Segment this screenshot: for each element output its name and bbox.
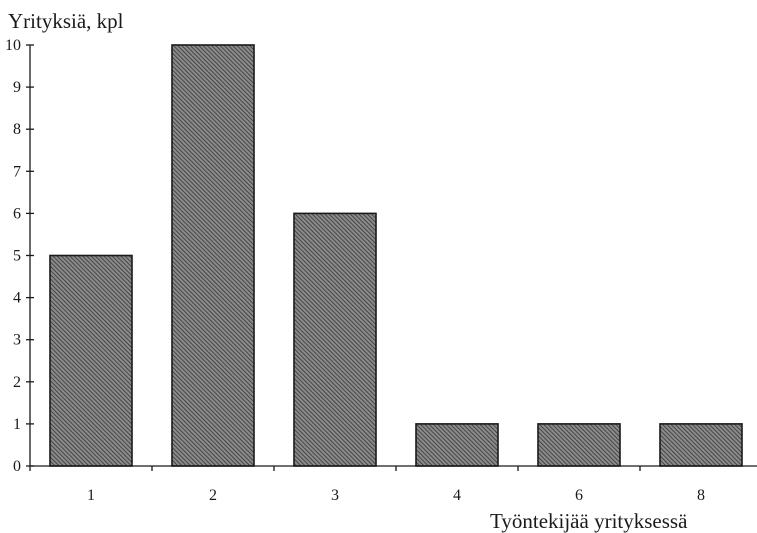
bar-6 xyxy=(537,423,621,467)
y-tick-label: 10 xyxy=(5,37,21,54)
bar-4 xyxy=(415,423,499,467)
x-tick-label: 1 xyxy=(87,487,95,504)
x-tick-label: 3 xyxy=(331,487,339,504)
y-tick-label: 7 xyxy=(13,163,21,180)
y-tick-label: 5 xyxy=(13,248,21,265)
y-axis-title: Yrityksiä, kpl xyxy=(8,9,124,33)
y-tick-label: 8 xyxy=(13,121,21,138)
y-tick-label: 6 xyxy=(13,205,21,222)
y-tick-label: 1 xyxy=(13,416,21,433)
x-tick-label: 6 xyxy=(575,487,583,504)
y-tick-label: 4 xyxy=(13,290,21,307)
x-tick-label: 8 xyxy=(697,487,705,504)
y-tick-label: 2 xyxy=(13,374,21,391)
bar-3 xyxy=(293,212,377,467)
bar-2 xyxy=(171,44,255,467)
y-tick-label: 0 xyxy=(13,458,21,475)
bar-8 xyxy=(659,423,743,467)
bars-group xyxy=(49,44,743,467)
y-tick-label: 9 xyxy=(13,79,21,96)
x-axis: 1 2 3 4 6 8 xyxy=(29,466,705,504)
x-tick-label: 4 xyxy=(453,487,461,504)
bar-1 xyxy=(49,254,133,467)
x-axis-title: Työntekijää yrityksessä xyxy=(490,509,688,533)
x-tick-label: 2 xyxy=(209,487,217,504)
y-tick-label: 3 xyxy=(13,332,21,349)
